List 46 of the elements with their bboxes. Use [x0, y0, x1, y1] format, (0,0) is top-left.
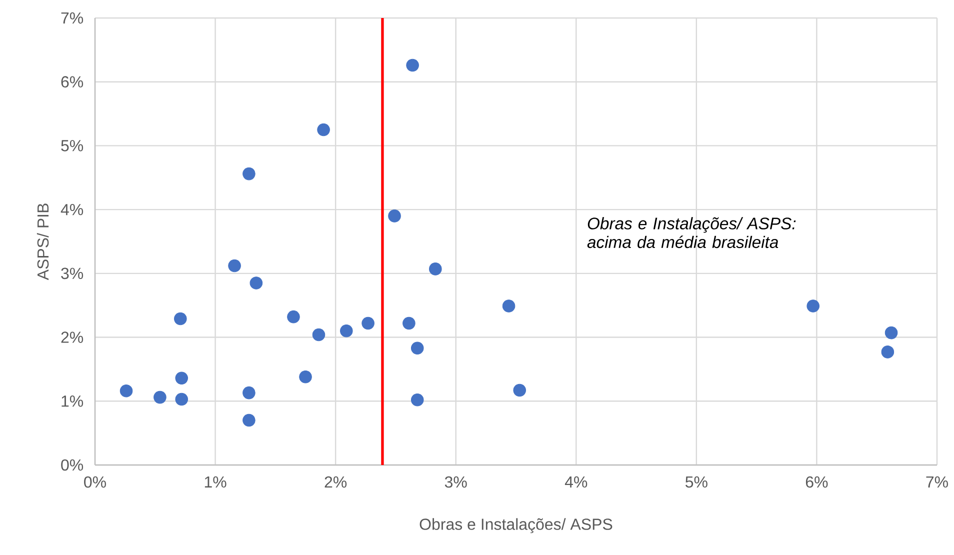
point [120, 384, 133, 398]
y-tick-label: 7% [61, 12, 84, 24]
point [317, 123, 330, 136]
point [402, 316, 416, 330]
point [242, 167, 256, 180]
point [340, 324, 353, 338]
x-tick-label: 7% [926, 476, 948, 488]
point [174, 312, 187, 326]
point [884, 326, 898, 340]
x-axis-title: Obras e Instalações/ ASPS [420, 518, 612, 534]
point [410, 393, 424, 406]
point [312, 328, 326, 342]
point [806, 300, 820, 312]
annotation: Obras e Instalações/ ASPS: acima da média brasileita [587, 217, 796, 248]
point [513, 384, 526, 397]
point [154, 390, 166, 404]
y-axis-title: ASPS/ PIB [36, 204, 49, 280]
point [175, 392, 188, 406]
x-tick-label: 0% [84, 476, 106, 488]
point [502, 300, 516, 312]
point [175, 372, 188, 385]
point [429, 262, 442, 276]
point [242, 414, 256, 427]
y-tick-label: 0% [61, 459, 84, 471]
y-tick-label: 5% [61, 140, 84, 152]
point [299, 370, 312, 384]
point [406, 58, 419, 72]
point [881, 346, 894, 358]
point [410, 342, 424, 355]
x-tick-label: 6% [806, 476, 828, 488]
x-tick-label: 4% [564, 476, 588, 488]
y-tick-label: 1% [62, 396, 84, 407]
x-tick-label: 5% [686, 476, 708, 488]
y-tick-label: 2% [61, 332, 84, 343]
point [250, 276, 263, 290]
y-tick-label: 4% [60, 204, 84, 216]
point [388, 210, 401, 222]
point [362, 316, 374, 330]
y-tick-label: 6% [61, 76, 84, 88]
y-tick-label: 3% [61, 268, 84, 280]
x-tick-label: 1% [204, 476, 226, 488]
x-tick-label: 3% [444, 476, 467, 488]
point [228, 259, 241, 272]
x-tick-label: 2% [324, 476, 347, 488]
point [287, 310, 300, 324]
point [242, 386, 256, 400]
